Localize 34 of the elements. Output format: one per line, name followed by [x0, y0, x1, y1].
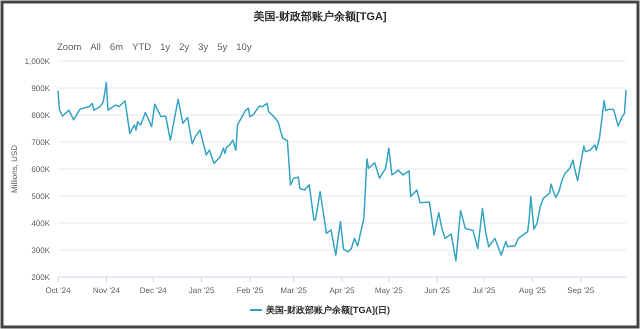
y-tick-label: 300K — [31, 246, 51, 255]
x-tick-label: Mar '25 — [280, 286, 308, 295]
text: 3y — [198, 42, 208, 53]
text: 6m — [110, 42, 124, 53]
x-tick-label: Oct '24 — [45, 286, 72, 295]
y-tick-label: 200K — [31, 273, 51, 282]
text: 1y — [160, 42, 170, 53]
x-tick-label: Aug '25 — [518, 286, 546, 295]
x-tick-label: Apr '25 — [329, 286, 356, 295]
text: 10y — [236, 42, 252, 53]
line-series — [57, 82, 627, 262]
text: 2y — [179, 42, 190, 53]
x-tick-label: Dec '24 — [140, 286, 168, 295]
chart-title: 美国-财政部账户余额[TGA] — [252, 10, 387, 23]
x-tick-label: Nov '24 — [92, 286, 120, 295]
y-axis-title: Millions, USD — [10, 144, 19, 194]
legend-label: 美国-财政部账户余额[TGA](日) — [265, 305, 390, 315]
y-tick-label: 800K — [31, 111, 51, 120]
y-tick-label: 600K — [31, 165, 51, 174]
x-tick-label: May '25 — [374, 286, 404, 295]
y-tick-label: 700K — [31, 138, 51, 147]
x-tick-label: Sep '25 — [567, 286, 595, 295]
text: YTD — [132, 42, 152, 53]
text: Zoom — [57, 42, 82, 53]
y-tick-label: 400K — [31, 219, 51, 228]
text: All — [90, 42, 101, 53]
y-tick-label: 1,000K — [24, 57, 51, 66]
x-tick-label: Jan '25 — [188, 286, 215, 295]
x-tick-label: Jun '25 — [424, 286, 451, 295]
x-tick-label: Feb '25 — [236, 286, 264, 295]
y-tick-label: 500K — [31, 192, 51, 201]
y-tick-label: 900K — [31, 84, 51, 93]
text: 5y — [217, 42, 228, 53]
x-tick-label: Jul '25 — [472, 286, 496, 295]
